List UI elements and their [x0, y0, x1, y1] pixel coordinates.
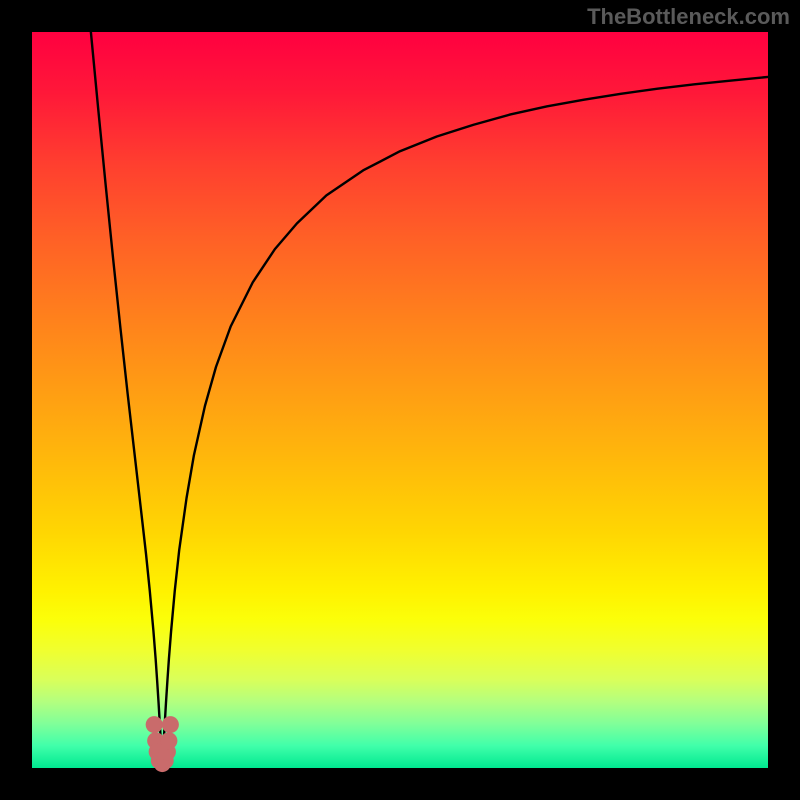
- plot-area: [32, 32, 768, 768]
- chart-container: TheBottleneck.com: [0, 0, 800, 800]
- watermark-text: TheBottleneck.com: [587, 4, 790, 30]
- marker-group: [146, 716, 179, 772]
- curve-marker: [146, 716, 163, 733]
- curve-layer: [32, 32, 768, 768]
- bottleneck-curve: [91, 32, 768, 768]
- curve-marker: [160, 732, 177, 749]
- curve-marker: [162, 716, 179, 733]
